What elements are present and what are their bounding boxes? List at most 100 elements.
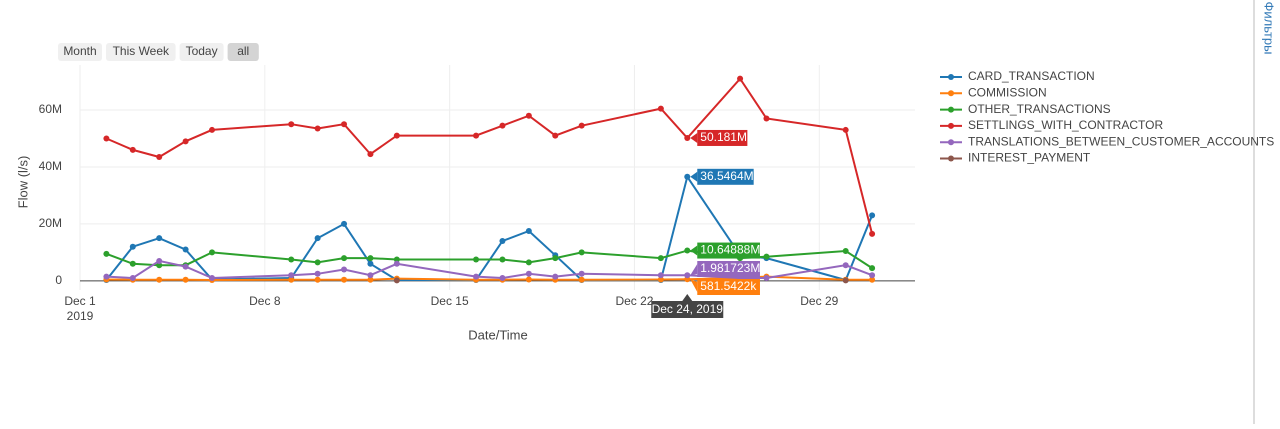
y-tick-label: 20M	[39, 216, 62, 230]
data-point	[499, 238, 506, 245]
hover-label-bg	[697, 261, 760, 277]
data-point	[525, 276, 532, 283]
data-point	[393, 277, 400, 284]
data-point	[499, 256, 506, 263]
x-tick-label: Dec 15	[431, 294, 469, 308]
data-point	[552, 132, 559, 139]
data-point	[525, 112, 532, 119]
data-point	[842, 126, 849, 133]
data-point	[182, 276, 189, 283]
data-point	[182, 138, 189, 145]
data-point	[763, 115, 770, 122]
hover-label-bg	[697, 168, 754, 185]
data-point	[288, 276, 295, 283]
y-axis-title: Flow (l/s)	[15, 156, 30, 209]
data-point	[657, 105, 664, 112]
legend-marker	[948, 90, 954, 97]
hover-arrow	[690, 171, 698, 182]
data-point	[869, 265, 876, 272]
data-point	[869, 272, 876, 279]
data-point	[341, 276, 348, 283]
data-point	[314, 259, 321, 266]
legend-label: OTHER_TRANSACTIONS	[968, 102, 1111, 116]
y-tick-label: 60M	[39, 102, 62, 116]
hover-label: 50.181M	[700, 130, 747, 144]
data-point	[209, 126, 216, 133]
data-point	[314, 125, 321, 132]
button-bg	[179, 43, 224, 61]
data-point	[156, 262, 163, 269]
hover-date-bg	[651, 301, 724, 318]
data-point	[129, 243, 136, 250]
data-point	[763, 253, 770, 260]
data-point	[578, 276, 585, 283]
x-tick-label: Dec 22	[615, 294, 653, 308]
data-point	[103, 273, 110, 280]
data-point	[182, 246, 189, 253]
filters-tab[interactable]: Фильтры	[1262, 1, 1277, 54]
data-point	[473, 256, 480, 263]
range-button[interactable]: Today	[179, 43, 224, 61]
data-point	[288, 272, 295, 279]
data-point	[578, 270, 585, 277]
range-button[interactable]: This Week	[106, 43, 176, 61]
data-point	[314, 276, 321, 283]
hover-label: 36.5464M	[700, 169, 753, 183]
range-button[interactable]: Month	[58, 43, 102, 61]
hover-label-bg	[697, 279, 760, 295]
data-point	[103, 135, 110, 142]
data-point	[552, 273, 559, 280]
x-tick-label: Dec 8	[249, 294, 281, 308]
data-point	[525, 259, 532, 266]
data-point	[129, 260, 136, 267]
x-axis-title: Date/Time	[468, 327, 527, 342]
data-point	[869, 230, 876, 237]
data-point	[684, 134, 691, 141]
data-point	[156, 276, 163, 283]
data-point	[657, 255, 664, 262]
data-point	[473, 273, 480, 280]
hover-arrow	[690, 279, 698, 292]
button-bg	[58, 43, 102, 61]
hover-date-arrow	[682, 294, 693, 301]
range-button[interactable]: all	[227, 43, 259, 61]
data-point	[552, 255, 559, 262]
data-point	[869, 276, 876, 283]
data-point	[209, 249, 216, 256]
data-point	[393, 260, 400, 267]
data-point	[684, 272, 691, 279]
data-point	[842, 262, 849, 269]
data-point	[156, 235, 163, 242]
data-point	[182, 263, 189, 270]
hover-arrow	[690, 264, 698, 276]
x-tick-year: 2019	[67, 309, 94, 323]
legend-marker	[948, 139, 954, 146]
data-point	[367, 272, 374, 279]
data-point	[684, 173, 691, 180]
data-point	[684, 247, 691, 254]
button-bg	[106, 43, 176, 61]
hover-label: 581.5422k	[700, 279, 757, 293]
data-point	[578, 249, 585, 256]
data-point	[525, 270, 532, 277]
y-tick-label: 0	[55, 273, 62, 287]
data-point	[341, 121, 348, 128]
data-point	[763, 275, 770, 282]
data-point	[341, 266, 348, 273]
data-point	[341, 255, 348, 262]
data-point	[393, 132, 400, 139]
button-bg	[227, 43, 259, 61]
x-tick-label: Dec 29	[800, 294, 838, 308]
data-point	[156, 257, 163, 264]
data-point	[525, 228, 532, 235]
legend-label: COMMISSION	[968, 85, 1047, 99]
data-point	[578, 122, 585, 129]
data-point	[129, 146, 136, 153]
legend-label: TRANSLATIONS_BETWEEN_CUSTOMER_ACCOUNTS	[968, 134, 1274, 148]
data-point	[657, 276, 664, 283]
hover-arrow	[690, 245, 698, 256]
data-point	[367, 260, 374, 267]
data-point	[288, 256, 295, 263]
